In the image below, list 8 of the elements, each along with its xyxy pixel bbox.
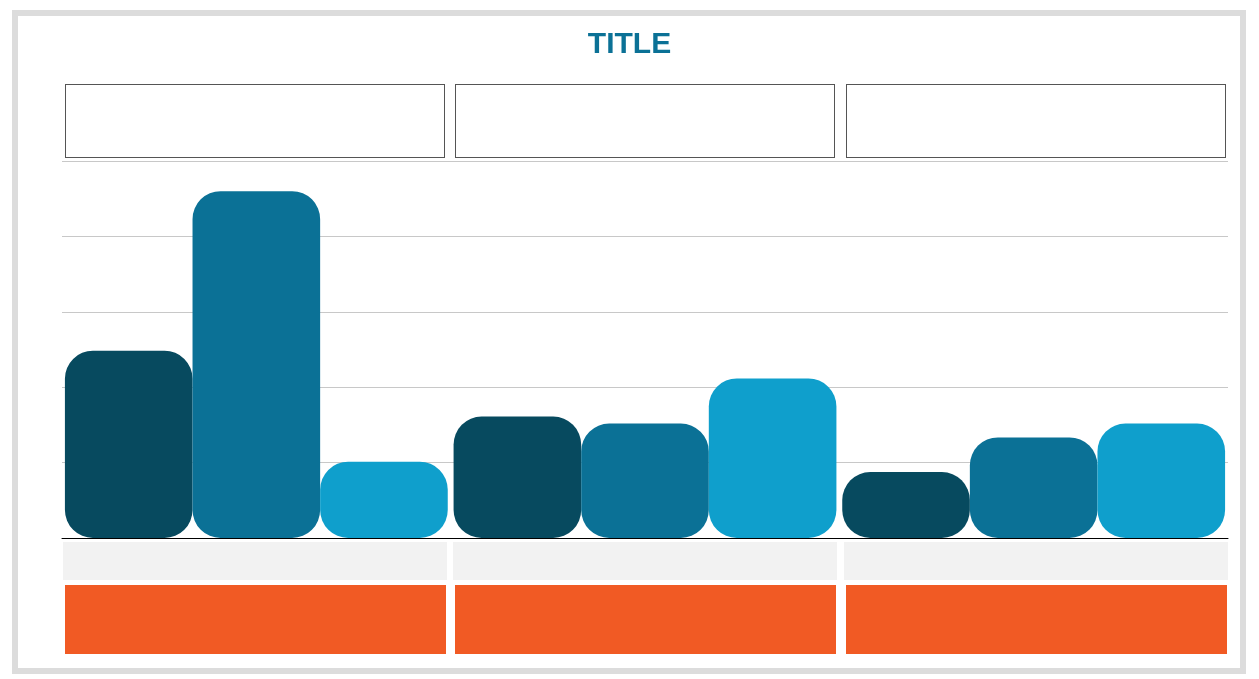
bar — [581, 423, 709, 538]
bar — [192, 191, 321, 538]
bar — [64, 350, 193, 538]
bar — [969, 437, 1098, 538]
chart-title: TITLE — [587, 25, 672, 59]
bar — [453, 416, 582, 538]
bar — [708, 378, 837, 538]
bar — [1097, 423, 1226, 538]
